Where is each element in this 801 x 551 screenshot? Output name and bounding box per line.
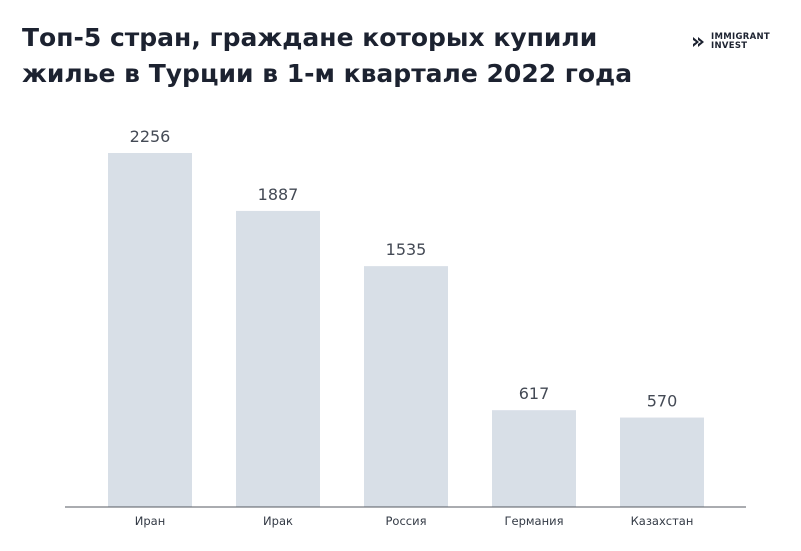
brand-logo: IMMIGRANT INVEST [692,33,770,51]
value-label-3: 1535 [386,240,427,259]
value-label-5: 570 [647,392,678,411]
value-label-2: 1887 [258,185,299,204]
bar-2 [236,210,320,507]
category-label-2: Ирак [263,514,293,528]
chart-title-line1: Топ-5 стран, граждане которых купили [22,23,598,52]
category-label-3: Россия [385,514,426,528]
brand-logo-text: IMMIGRANT INVEST [711,33,770,51]
chevron-logo-icon [693,37,704,47]
brand-logo-line2: INVEST [711,41,748,51]
bar-5 [620,417,704,507]
chart-title-line2: жилье в Турции в 1-м квартале 2022 года [22,59,633,88]
bar-3 [364,266,448,507]
bars-group [108,153,704,507]
category-label-1: Иран [135,514,165,528]
category-label-5: Казахстан [631,514,694,528]
bar-1 [108,153,192,507]
category-labels-group: Иран Ирак Россия Германия Казахстан [135,514,694,528]
brand-logo-line1: IMMIGRANT [711,32,770,42]
value-labels-group: 2256 1887 1535 617 570 [130,127,678,411]
value-label-1: 2256 [130,127,171,146]
bar-4 [492,410,576,507]
category-label-4: Германия [504,514,563,528]
value-label-4: 617 [519,384,550,403]
chart-title: Топ-5 стран, граждане которых купили жил… [22,20,642,92]
